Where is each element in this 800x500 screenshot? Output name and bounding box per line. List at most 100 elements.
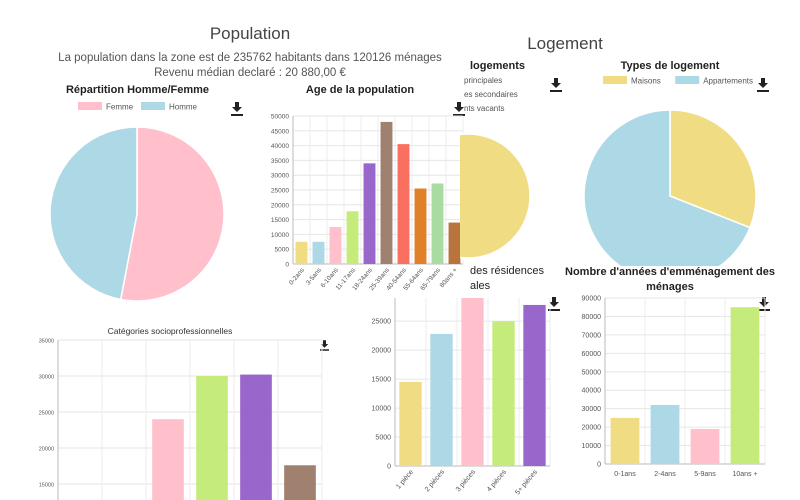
chart-title: Nombre d'années d'emménagement des (565, 266, 776, 278)
y-tick-label: 0 (387, 464, 391, 471)
y-tick-label: 20000 (372, 348, 392, 355)
y-tick-label: 40000 (271, 143, 289, 150)
y-tick-label: 0 (285, 262, 289, 269)
y-tick-label: 30000 (39, 375, 54, 381)
y-tick-label: 35000 (39, 339, 54, 345)
pie-slice (460, 133, 531, 259)
y-tick-label: 70000 (582, 332, 602, 339)
y-tick-label: 25000 (372, 319, 392, 326)
x-tick-label: 5+ pièces (514, 468, 539, 496)
pie-slice (669, 109, 757, 229)
bar (397, 144, 410, 264)
y-tick-label: 30000 (582, 406, 602, 413)
chart-title: des résidences (470, 265, 544, 277)
gender-chart: Répartition Homme/Femme Femme Homme (40, 82, 250, 302)
x-tick-label: 10ans + (732, 471, 757, 478)
x-tick-label: 0-2ans (288, 266, 307, 286)
legend-swatch (603, 76, 627, 84)
bar (329, 227, 342, 264)
rooms-bars: 0 5000 10000 15000 20000 25000 1 pièce 2 pièces… (372, 298, 551, 496)
y-tick-label: 10000 (582, 443, 602, 450)
bar (448, 222, 461, 264)
bar (196, 376, 228, 500)
age-chart: Age de la population 0 5000 10000 15000 2000… (255, 82, 467, 302)
y-tick-label: 35000 (271, 158, 289, 165)
y-tick-label: 10000 (372, 406, 392, 413)
y-tick-label: 80000 (582, 314, 602, 321)
y-tick-label: 15000 (39, 483, 54, 489)
chart-title: logements (470, 60, 526, 72)
legend-label: Appartements (703, 77, 753, 86)
bar (346, 211, 359, 264)
x-tick-label: 4 pièces (486, 468, 508, 493)
moving-bars: 0 10000 20000 30000 40000 50000 60000 70000 8000… (582, 296, 766, 478)
download-icon[interactable] (548, 297, 560, 311)
download-icon[interactable] (757, 78, 769, 92)
bar (380, 121, 393, 264)
pie-slice (119, 126, 225, 302)
chart-title: Catégories socioprofessionnelles (107, 326, 233, 336)
y-tick-label: 15000 (271, 217, 289, 224)
bar (523, 304, 546, 466)
legend-item[interactable]: nts vacants (464, 104, 505, 113)
download-icon[interactable] (231, 102, 243, 116)
download-icon[interactable] (758, 297, 770, 311)
logement-title: Logement (527, 34, 603, 53)
legend-swatch (78, 102, 102, 110)
download-icon[interactable] (453, 102, 465, 116)
bar (492, 321, 515, 466)
x-tick-label: 2 pièces (424, 468, 446, 493)
legend-swatch (141, 102, 165, 110)
y-tick-label: 40000 (582, 388, 602, 395)
bar (730, 307, 760, 464)
moving-years-chart: Nombre d'années d'emménagement des ménag… (565, 262, 775, 500)
y-tick-label: 50000 (582, 369, 602, 376)
bar (461, 298, 484, 466)
population-summary: La population dans la zone est de 235762… (58, 52, 442, 64)
download-icon[interactable] (550, 78, 562, 92)
legend-swatch (675, 76, 700, 84)
bar (312, 241, 325, 264)
legend-item[interactable]: principales (464, 76, 503, 85)
chart-title: Types de logement (620, 60, 720, 72)
rooms-chart: des résidences ales 0 5000 10000 15000 20000… (355, 262, 565, 500)
bar (152, 419, 184, 500)
download-icon[interactable] (320, 340, 329, 351)
housing-pie: Maisons Appartements (583, 76, 757, 266)
x-tick-label: 1 pièce (395, 469, 415, 491)
y-tick-label: 0 (597, 462, 601, 469)
bar (431, 183, 444, 264)
housing-type-chart: Types de logement Maisons Appartements (575, 56, 775, 266)
chart-title: Répartition Homme/Femme (65, 84, 210, 96)
socio-chart: Catégories socioprofessionnelles 1000015… (20, 320, 340, 500)
bar (690, 428, 720, 464)
x-tick-label: 3 pièces (455, 468, 477, 493)
bar (284, 465, 316, 500)
population-title: Population (209, 24, 291, 43)
x-tick-label: 5-9ans (694, 471, 716, 478)
residence-category-chart: logements principales es secondaires nts… (460, 56, 570, 266)
y-tick-label: 5000 (375, 435, 391, 442)
y-tick-label: 20000 (271, 202, 289, 209)
chart-title: ales (470, 280, 491, 292)
y-tick-label: 25000 (39, 411, 54, 417)
pie-slice (583, 109, 751, 266)
y-tick-label: 30000 (271, 173, 289, 180)
y-tick-label: 50000 (271, 114, 289, 121)
residence-pie (460, 133, 531, 259)
legend-item[interactable]: es secondaires (464, 90, 518, 99)
y-tick-label: 90000 (582, 296, 602, 303)
bar (430, 333, 453, 466)
age-bars: 0 5000 10000 15000 20000 25000 30000 35000 40000… (271, 114, 464, 292)
chart-title: ménages (646, 281, 694, 293)
legend-label: Homme (169, 103, 198, 112)
bar (610, 417, 640, 464)
bar (414, 188, 427, 264)
legend-label: Maisons (631, 77, 661, 86)
median-income: Revenu médian declaré : 20 880,00 € (154, 67, 346, 79)
bar (399, 382, 422, 466)
y-tick-label: 10000 (271, 232, 289, 239)
y-tick-label: 45000 (271, 128, 289, 135)
chart-title: Age de la population (305, 84, 415, 96)
